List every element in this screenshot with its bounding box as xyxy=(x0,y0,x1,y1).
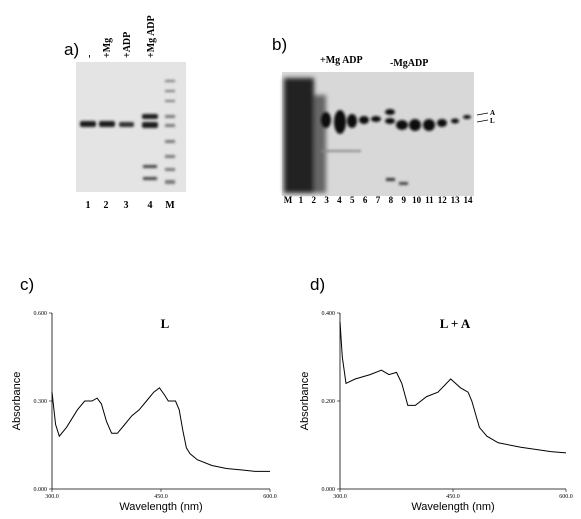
lane-label: 11 xyxy=(425,195,434,205)
gel-bands xyxy=(284,78,326,193)
lane-label: 3 xyxy=(324,195,329,205)
x-tick-label: 300.0 xyxy=(333,494,347,500)
lane-label: 8 xyxy=(389,195,394,205)
spectrum-line xyxy=(51,387,270,472)
group-label: +Mg ADP xyxy=(320,55,363,66)
lane-label: 4 xyxy=(337,195,342,205)
lane-label: 5 xyxy=(350,195,355,205)
marker-label: L xyxy=(490,117,495,125)
lane-label: 1 xyxy=(299,195,304,205)
lane-header: - xyxy=(84,55,95,58)
lane-header: +Mg ADP xyxy=(146,15,157,58)
group-label: -MgADP xyxy=(390,58,428,69)
lane-header: +ADP xyxy=(122,32,133,58)
x-tick-label: 450.0 xyxy=(154,494,168,500)
arrow xyxy=(476,112,489,116)
gel-bands xyxy=(80,80,175,184)
lane-label: 14 xyxy=(464,195,474,205)
lane-label: 7 xyxy=(376,195,381,205)
y-tick-label: 0.000 xyxy=(34,487,48,493)
x-tick-label: 600.0 xyxy=(559,494,573,500)
lane-label: 1 xyxy=(86,200,91,211)
y-tick-label: 0.300 xyxy=(34,399,48,405)
y-tick-label: 0.200 xyxy=(322,399,336,405)
lane-label: 2 xyxy=(104,200,109,211)
x-tick-label: 450.0 xyxy=(446,494,460,500)
gel-a xyxy=(76,62,186,192)
lane-label: M xyxy=(284,195,293,205)
lane-label: 10 xyxy=(412,195,422,205)
y-axis-title: Absorbance xyxy=(299,372,311,431)
gel-b xyxy=(282,72,489,196)
chart-title: L xyxy=(161,316,170,331)
panel-label: d) xyxy=(310,275,325,294)
y-tick-label: 0.000 xyxy=(322,487,336,493)
lane-label: M xyxy=(165,200,175,211)
panel-label: a) xyxy=(64,40,79,59)
x-tick-label: 600.0 xyxy=(263,494,277,500)
lane-label: 12 xyxy=(438,195,448,205)
chart-title: L + A xyxy=(440,316,471,331)
lane-label: 2 xyxy=(311,195,316,205)
labels: a) b) +Mg ADP -MgADP A L c) d) xyxy=(20,35,495,294)
y-tick-label: 0.600 xyxy=(34,311,48,317)
gel-bands xyxy=(321,109,471,185)
y-tick-label: 0.400 xyxy=(322,311,336,317)
x-tick-label: 300.0 xyxy=(45,494,59,500)
lane-label: 9 xyxy=(401,195,406,205)
panel-label: b) xyxy=(272,35,287,54)
x-axis-title: Wavelength (nm) xyxy=(411,501,494,513)
lane-label: 3 xyxy=(124,200,129,211)
lane-label: 4 xyxy=(148,200,153,211)
arrow xyxy=(476,119,489,123)
marker-label: A xyxy=(490,109,495,117)
lane-label: 6 xyxy=(363,195,368,205)
y-axis-title: Absorbance xyxy=(11,372,23,431)
lane-label: 13 xyxy=(451,195,461,205)
panel-label: c) xyxy=(20,275,34,294)
spectrum-line xyxy=(339,321,567,454)
x-axis-title: Wavelength (nm) xyxy=(119,501,202,513)
lane-header: +Mg xyxy=(102,38,113,58)
